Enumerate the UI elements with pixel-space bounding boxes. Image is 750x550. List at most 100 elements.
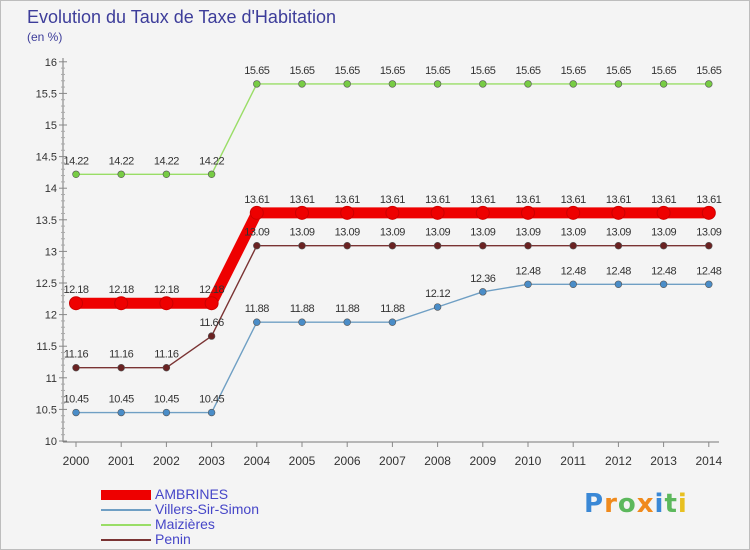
data-point (204, 296, 219, 311)
data-label: 13.61 (244, 194, 269, 206)
data-point (659, 80, 668, 88)
data-point (656, 205, 671, 220)
data-label: 15.65 (289, 65, 314, 77)
data-label: 12.18 (109, 284, 134, 296)
logo-letter: i (654, 489, 665, 519)
data-label: 10.45 (109, 394, 134, 406)
data-label: 12.48 (561, 265, 586, 277)
data-point (569, 242, 577, 250)
data-point (207, 170, 216, 178)
y-tick-label: 15.5 (36, 88, 57, 100)
data-label: 12.18 (199, 284, 224, 296)
data-label: 15.65 (561, 65, 586, 77)
x-tick-label: 2007 (379, 454, 406, 468)
data-label: 13.09 (470, 227, 495, 239)
y-tick-label: 11 (46, 373, 57, 385)
logo-letter: r (604, 489, 618, 519)
data-point (295, 205, 309, 220)
data-point (207, 408, 216, 417)
data-label: 13.09 (561, 227, 586, 239)
data-point (253, 318, 261, 326)
data-label: 13.09 (696, 227, 721, 239)
x-tick-label: 2014 (695, 454, 722, 468)
data-label: 11.88 (380, 303, 405, 315)
data-label: 15.65 (515, 65, 540, 77)
x-tick-label: 2013 (650, 454, 677, 468)
data-label: 13.61 (425, 194, 450, 206)
data-point (430, 205, 445, 220)
y-tick-label: 15 (45, 120, 57, 132)
data-label: 12.12 (425, 288, 450, 300)
data-point (117, 170, 125, 178)
x-tick-label: 2009 (469, 454, 496, 468)
chart-title: Evolution du Taux de Taxe d'Habitation (27, 7, 336, 27)
chart-legend: AMBRINES Villers-Sir-Simon Maizières Penin (101, 487, 259, 547)
data-point (569, 80, 577, 88)
data-label: 11.88 (335, 303, 360, 315)
data-point (524, 280, 532, 288)
y-tick-label: 10.5 (36, 404, 57, 416)
data-label: 13.09 (335, 227, 360, 239)
data-label: 14.22 (109, 155, 134, 167)
proxiti-logo: Proxiti (584, 489, 688, 519)
data-label: 11.16 (154, 349, 179, 361)
data-point (162, 363, 171, 372)
data-point (72, 363, 80, 372)
data-point (298, 80, 306, 88)
x-tick-label: 2008 (424, 454, 451, 468)
data-label: 12.48 (606, 265, 631, 277)
x-tick-label: 2002 (153, 454, 180, 468)
legend-swatch (101, 523, 151, 526)
logo-letter: o (617, 489, 637, 519)
data-point (659, 242, 668, 250)
legend-swatch (101, 538, 151, 541)
data-label: 13.09 (651, 227, 676, 239)
data-label: 15.65 (335, 65, 360, 77)
data-label: 10.45 (154, 394, 179, 406)
data-label: 15.65 (380, 65, 405, 77)
data-point (569, 280, 577, 288)
data-label: 13.61 (561, 194, 586, 206)
data-point (343, 242, 351, 250)
data-point (249, 205, 264, 220)
y-tick-label: 13 (45, 246, 57, 258)
data-label: 13.61 (606, 194, 631, 206)
data-label: 13.09 (289, 227, 314, 239)
data-label: 11.66 (199, 317, 224, 329)
x-tick-label: 2001 (108, 454, 135, 468)
data-label: 13.61 (380, 194, 405, 206)
y-tick-label: 14 (45, 183, 57, 195)
data-point (614, 280, 623, 288)
data-point (479, 288, 487, 296)
data-label: 11.88 (245, 303, 270, 315)
data-point (433, 242, 442, 250)
data-point (388, 242, 397, 250)
x-tick-label: 2010 (515, 454, 542, 468)
x-tick-label: 2012 (605, 454, 632, 468)
y-tick-label: 16 (45, 57, 57, 69)
legend-label: Penin (155, 531, 191, 547)
logo-letter: t (664, 489, 678, 519)
data-point (343, 318, 351, 326)
data-point (117, 363, 125, 372)
data-label: 11.16 (64, 349, 89, 361)
data-label: 15.65 (651, 65, 676, 77)
y-tick-label: 12.5 (36, 278, 57, 290)
data-label: 10.45 (63, 394, 88, 406)
data-point (705, 80, 713, 88)
data-point (433, 80, 442, 88)
data-point (479, 80, 487, 88)
data-label: 12.48 (651, 265, 676, 277)
legend-label: AMBRINES (155, 486, 229, 502)
data-label: 15.65 (696, 65, 721, 77)
data-label: 13.61 (515, 194, 540, 206)
y-tick-label: 12 (45, 310, 57, 322)
data-point (521, 205, 535, 220)
data-point (659, 280, 668, 288)
data-point (162, 408, 171, 417)
data-label: 13.09 (606, 227, 631, 239)
x-tick-label: 2003 (198, 454, 225, 468)
y-tick-label: 13.5 (36, 215, 57, 227)
